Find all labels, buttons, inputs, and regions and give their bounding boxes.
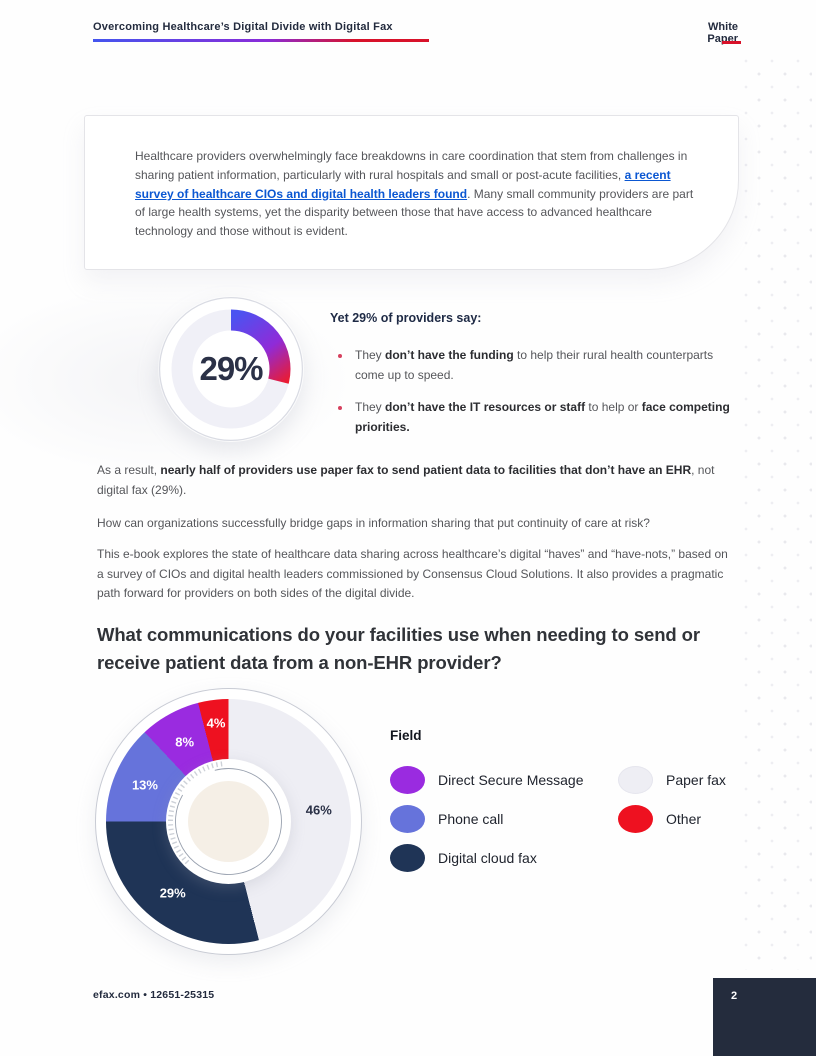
slice-label: 46% xyxy=(305,802,332,818)
plus-dot-pattern xyxy=(740,55,812,970)
footer-text: efax.com • 12651-25315 xyxy=(93,989,215,1001)
slice-label: 13% xyxy=(131,777,158,793)
legend-item: Phone call xyxy=(390,805,618,833)
legend-label: Phone call xyxy=(438,811,504,827)
bullet-dot-icon xyxy=(338,354,342,358)
legend-item: Paper fax xyxy=(618,766,736,794)
legend-item: Direct Secure Message xyxy=(390,766,618,794)
chart-legend: Field Direct Secure Message Phone call Dig… xyxy=(390,728,736,872)
bullet-text: They don’t have the IT resources or staf… xyxy=(355,400,730,434)
legend-item: Other xyxy=(618,805,736,833)
legend-grid: Direct Secure Message Phone call Digital c… xyxy=(390,766,736,872)
chart-question-heading: What communications do your facilities u… xyxy=(97,624,700,673)
slice-label: 8% xyxy=(175,734,195,750)
legend-swatch xyxy=(390,805,425,833)
intro-card: Healthcare providers overwhelmingly face… xyxy=(84,115,739,270)
body-paragraph: As a result, nearly half of providers us… xyxy=(97,463,715,497)
gauge-heading: Yet 29% of providers say: xyxy=(330,311,482,325)
bullet-dot-icon xyxy=(338,406,342,410)
legend-label: Paper fax xyxy=(666,772,726,788)
legend-title: Field xyxy=(390,728,422,743)
donut-center-decor xyxy=(168,761,282,875)
body-paragraph: How can organizations successfully bridg… xyxy=(97,516,650,530)
gauge-value-label: 29% xyxy=(199,350,263,387)
bullet-list: They don’t have the funding to help thei… xyxy=(338,346,732,437)
badge-red-rule xyxy=(722,41,741,44)
legend-item: Digital cloud fax xyxy=(390,844,618,872)
list-item: They don’t have the IT resources or staf… xyxy=(338,398,732,437)
intro-text-before-link: Healthcare providers overwhelmingly face… xyxy=(135,149,688,182)
donut-labels: 46% 29% 13% 8% 4% xyxy=(95,688,362,955)
intro-text-after-link: . Many small community providers are par… xyxy=(135,186,694,239)
page-number-block: 2 xyxy=(713,978,816,1056)
donut-center-disc xyxy=(188,781,269,862)
bullet-text: They don’t have the funding to help thei… xyxy=(355,348,714,382)
gauge-arc xyxy=(230,309,291,384)
legend-swatch xyxy=(390,766,425,794)
legend-swatch xyxy=(618,766,653,794)
legend-label: Other xyxy=(666,811,702,827)
legend-swatch xyxy=(390,844,425,872)
survey-link[interactable]: a recent survey of healthcare CIOs and d… xyxy=(135,167,671,201)
donut-chart: 46% 29% 13% 8% 4% xyxy=(95,688,362,955)
title-gradient-rule xyxy=(93,39,429,42)
body-paragraph: This e-book explores the state of health… xyxy=(97,547,728,600)
document-title: Overcoming Healthcare’s Digital Divide w… xyxy=(93,21,393,33)
legend-label: Digital cloud fax xyxy=(438,850,537,866)
list-item: They don’t have the funding to help thei… xyxy=(338,346,732,385)
slice-label: 29% xyxy=(159,885,186,901)
intro-paragraph: Healthcare providers overwhelmingly face… xyxy=(135,147,697,241)
gauge-text-block: Yet 29% of providers say: They don’t hav… xyxy=(330,311,732,450)
legend-label: Direct Secure Message xyxy=(438,772,584,788)
page-number: 2 xyxy=(731,990,738,1002)
legend-swatch xyxy=(618,805,653,833)
slice-label: 4% xyxy=(206,715,226,731)
gauge-chart: 29% xyxy=(158,296,304,442)
gauge-svg xyxy=(158,296,304,442)
